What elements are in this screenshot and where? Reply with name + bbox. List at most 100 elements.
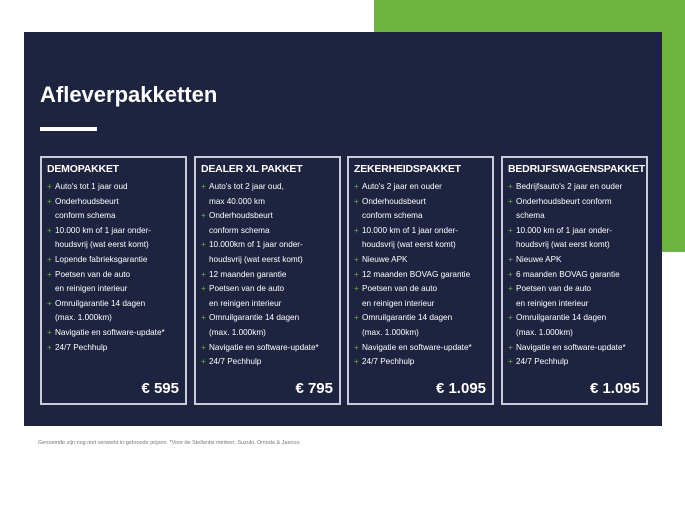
- package-feature: + Onderhoudsbeurt: [354, 195, 487, 210]
- package-feature: +24/7 Pechhulp: [508, 355, 641, 370]
- page-title: Afleverpakketten: [40, 82, 218, 107]
- plus-icon: +: [201, 357, 206, 367]
- package-price: € 795: [295, 380, 333, 397]
- package-feature: + Auto's 2 jaar en ouder: [354, 180, 487, 195]
- plus-icon: +: [354, 269, 359, 279]
- feature-text: Omruilgarantie 14 dagen: [55, 298, 146, 308]
- package-feature: + Omruilgarantie 14 dagen: [354, 311, 487, 326]
- feature-text: 24/7 Pechhulp: [55, 342, 108, 352]
- package-feature: +24/7 Pechhulp: [354, 355, 487, 370]
- package-feature: +10.000 km of 1 jaar onder-: [47, 224, 180, 239]
- package-feature: + Poetsen van de auto: [47, 268, 180, 283]
- package-card: DEMOPAKKET + Auto's tot 1 jaar oud + Onderho…: [39, 155, 188, 406]
- plus-icon: +: [47, 269, 52, 279]
- package-feature: + Navigatie en software-update*: [201, 341, 334, 356]
- feature-text: Auto's tot 1 jaar oud: [55, 182, 128, 191]
- package-feature-continued: (max. 1.000km): [362, 327, 419, 337]
- package-feature-continued: en reinigen interieur: [516, 298, 589, 308]
- package-feature: + Nieuwe APK: [508, 253, 641, 268]
- plus-icon: +: [354, 254, 359, 264]
- package-feature-continued: houdsvrij (wat eerst komt): [516, 240, 610, 250]
- plus-icon: +: [47, 298, 52, 308]
- package-name: DEALER XL PAKKET: [201, 163, 303, 175]
- package-feature: + Onderhoudsbeurt conform: [508, 195, 641, 210]
- package-feature-continued: conform schema: [362, 211, 423, 221]
- package-feature-continued: (max. 1.000km): [55, 313, 112, 323]
- package-feature-continued: en reinigen interieur: [209, 298, 282, 308]
- plus-icon: +: [508, 357, 513, 367]
- plus-icon: +: [201, 342, 206, 352]
- plus-icon: +: [47, 342, 52, 352]
- plus-icon: +: [47, 196, 52, 206]
- plus-icon: +: [354, 342, 359, 352]
- plus-icon: +: [508, 269, 513, 279]
- feature-text: Onderhoudsbeurt: [55, 196, 119, 206]
- package-feature: + Poetsen van de auto: [508, 282, 641, 297]
- plus-icon: +: [47, 225, 52, 235]
- package-name: ZEKERHEIDSPAKKET: [354, 163, 461, 175]
- package-name: DEMOPAKKET: [47, 163, 119, 175]
- feature-text: Navigatie en software-update*: [362, 342, 472, 352]
- plus-icon: +: [354, 284, 359, 294]
- package-price: € 1.095: [435, 380, 486, 397]
- feature-text: Nieuwe APK: [362, 254, 408, 264]
- feature-text: Auto's tot 2 jaar oud,: [209, 182, 284, 191]
- plus-icon: +: [508, 313, 513, 323]
- feature-text: 12 maanden BOVAG garantie: [362, 269, 471, 279]
- feature-text: 10.000 km of 1 jaar onder-: [362, 225, 459, 235]
- feature-text: Bedrijfsauto's 2 jaar en ouder: [516, 182, 623, 191]
- plus-icon: +: [354, 196, 359, 206]
- feature-text: Navigatie en software-update*: [209, 342, 319, 352]
- package-feature: + Navigatie en software-update*: [47, 326, 180, 341]
- feature-text: Onderhoudsbeurt: [362, 196, 426, 206]
- package-feature-continued: (max. 1.000km): [516, 327, 573, 337]
- feature-text: Poetsen van de auto: [55, 269, 131, 279]
- package-feature: + Onderhoudsbeurt: [201, 209, 334, 224]
- feature-text: Poetsen van de auto: [362, 284, 438, 294]
- package-feature: +6 maanden BOVAG garantie: [508, 268, 641, 283]
- package-feature-continued: conform schema: [55, 211, 116, 221]
- package-feature: + Navigatie en software-update*: [354, 341, 487, 356]
- feature-text: 24/7 Pechhulp: [362, 357, 415, 367]
- package-feature: + Auto's tot 2 jaar oud,: [201, 180, 334, 195]
- package-feature: + Omruilgarantie 14 dagen: [508, 311, 641, 326]
- feature-text: Navigatie en software-update*: [55, 327, 165, 337]
- package-feature: +24/7 Pechhulp: [47, 341, 180, 356]
- feature-text: 6 maanden BOVAG garantie: [516, 269, 620, 279]
- feature-text: Poetsen van de auto: [209, 284, 285, 294]
- feature-text: 10.000 km of 1 jaar onder-: [55, 225, 152, 235]
- package-price: € 1.095: [589, 380, 640, 397]
- feature-text: Navigatie en software-update*: [516, 342, 626, 352]
- feature-text: 10.000km of 1 jaar onder-: [209, 240, 303, 250]
- package-feature: + Bedrijfsauto's 2 jaar en ouder: [508, 180, 641, 195]
- package-feature: +10.000 km of 1 jaar onder-: [508, 224, 641, 239]
- package-feature-continued: houdsvrij (wat eerst komt): [209, 254, 303, 264]
- package-feature: +12 maanden garantie: [201, 268, 334, 283]
- plus-icon: +: [47, 254, 52, 264]
- feature-text: Nieuwe APK: [516, 254, 562, 264]
- package-feature-continued: (max. 1.000km): [209, 327, 266, 337]
- package-feature-continued: en reinigen interieur: [55, 284, 128, 294]
- package-feature: +10.000km of 1 jaar onder-: [201, 238, 334, 253]
- plus-icon: +: [201, 284, 206, 294]
- plus-icon: +: [201, 240, 206, 250]
- plus-icon: +: [354, 357, 359, 367]
- plus-icon: +: [508, 196, 513, 206]
- plus-icon: +: [201, 182, 206, 191]
- plus-icon: +: [508, 182, 513, 191]
- plus-icon: +: [508, 284, 513, 294]
- plus-icon: +: [201, 269, 206, 279]
- plus-icon: +: [354, 225, 359, 235]
- package-feature-continued: conform schema: [209, 225, 270, 235]
- package-feature: + Poetsen van de auto: [201, 282, 334, 297]
- plus-icon: +: [508, 225, 513, 235]
- package-feature: + Omruilgarantie 14 dagen: [201, 311, 334, 326]
- feature-text: 10.000 km of 1 jaar onder-: [516, 225, 613, 235]
- plus-icon: +: [508, 342, 513, 352]
- package-price: € 595: [141, 380, 179, 397]
- packages-panel: Afleverpakketten DEMOPAKKET + Auto's tot 1…: [24, 32, 662, 426]
- title-underline: [40, 127, 97, 131]
- feature-text: Onderhoudsbeurt conform: [516, 196, 612, 206]
- feature-text: Onderhoudsbeurt: [209, 211, 273, 221]
- package-feature: + Lopende fabrieksgarantie: [47, 253, 180, 268]
